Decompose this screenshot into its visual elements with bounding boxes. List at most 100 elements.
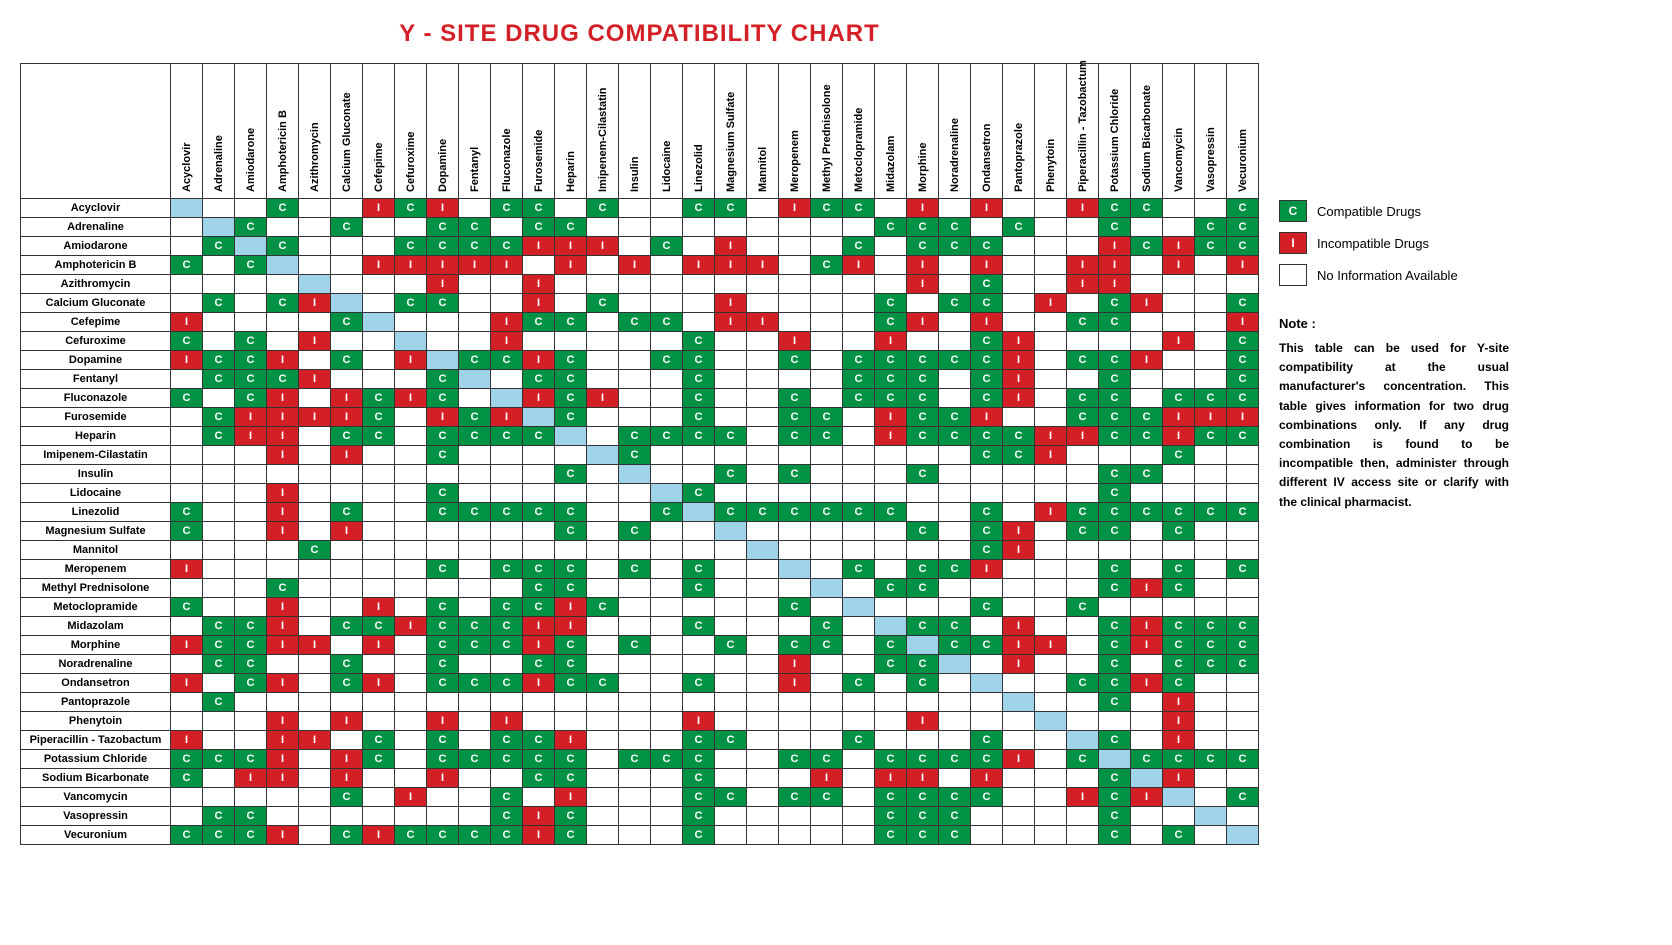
compat-cell: I [779,674,811,693]
compat-cell: C [203,655,235,674]
compat-cell [491,522,523,541]
compat-cell: I [427,275,459,294]
compat-cell [587,541,619,560]
compat-cell: I [715,256,747,275]
compat-cell: C [523,750,555,769]
compat-cell [651,826,683,845]
compat-cell: C [1163,655,1195,674]
compat-cell [491,370,523,389]
compat-cell [491,446,523,465]
row-head: Imipenem-Cilastatin [21,446,171,465]
compat-cell: I [1099,275,1131,294]
compat-cell [203,218,235,237]
compat-cell [747,218,779,237]
compat-cell [1003,503,1035,522]
compat-cell [171,807,203,826]
compat-cell [299,237,331,256]
legend-label-compatible: Compatible Drugs [1317,204,1421,219]
compat-cell [939,370,971,389]
compat-cell: I [1003,541,1035,560]
compat-cell: I [1067,256,1099,275]
compat-cell [1003,465,1035,484]
compat-cell: I [907,256,939,275]
compat-cell: C [907,522,939,541]
compat-cell [747,370,779,389]
compat-cell [811,731,843,750]
compat-cell [395,712,427,731]
compat-cell: C [715,731,747,750]
compat-cell [555,484,587,503]
compat-cell [1195,826,1227,845]
compat-cell: C [587,294,619,313]
compat-cell [1227,769,1259,788]
compat-cell: C [171,503,203,522]
compat-cell [1035,674,1067,693]
compat-cell: I [523,351,555,370]
compat-cell [811,389,843,408]
compat-cell [651,693,683,712]
compat-cell [1131,598,1163,617]
compat-cell [1035,750,1067,769]
compat-cell [875,256,907,275]
compat-cell [331,370,363,389]
compat-cell: C [939,788,971,807]
compat-cell [587,484,619,503]
compat-cell [203,503,235,522]
compat-cell [395,674,427,693]
compat-cell [683,446,715,465]
compat-cell [171,237,203,256]
compat-cell [171,427,203,446]
compat-cell [203,332,235,351]
compat-cell [939,389,971,408]
compat-cell: C [1099,674,1131,693]
compat-cell [299,218,331,237]
compat-cell [715,598,747,617]
compat-cell [875,560,907,579]
compat-cell: C [235,826,267,845]
compat-cell: C [459,351,491,370]
row-head: Fluconazole [21,389,171,408]
compat-cell: C [779,351,811,370]
compat-cell [1195,256,1227,275]
compat-cell: C [1067,351,1099,370]
compat-cell [1067,237,1099,256]
compat-cell [331,484,363,503]
compat-cell [555,693,587,712]
compat-cell: C [1099,427,1131,446]
compat-cell [587,275,619,294]
compat-cell: I [171,560,203,579]
compat-cell [1163,313,1195,332]
compat-cell: C [1227,617,1259,636]
compat-cell [747,275,779,294]
compat-cell: C [971,370,1003,389]
compat-cell: C [427,237,459,256]
compat-cell [1195,712,1227,731]
compat-cell: C [555,370,587,389]
compat-cell [843,826,875,845]
compat-cell [1131,256,1163,275]
compat-cell [587,256,619,275]
compat-cell [395,636,427,655]
compat-cell [875,522,907,541]
compat-cell [683,522,715,541]
compat-cell: I [523,826,555,845]
compat-cell [971,484,1003,503]
compat-cell [1227,712,1259,731]
compat-cell: I [555,237,587,256]
compat-cell [1195,674,1227,693]
compat-cell: I [1163,427,1195,446]
compat-cell [459,389,491,408]
compat-cell: C [779,465,811,484]
compat-cell [587,731,619,750]
compat-cell [555,541,587,560]
compat-cell [235,788,267,807]
compat-cell [747,579,779,598]
compat-cell: C [907,750,939,769]
table-row: AmiodaroneCCCCCCIIICICCCCICICC [21,237,1259,256]
compat-cell: C [907,674,939,693]
compat-cell [939,275,971,294]
compat-cell [939,712,971,731]
col-head: Pantoprazole [1003,64,1035,199]
compat-cell [651,484,683,503]
compat-cell [619,674,651,693]
